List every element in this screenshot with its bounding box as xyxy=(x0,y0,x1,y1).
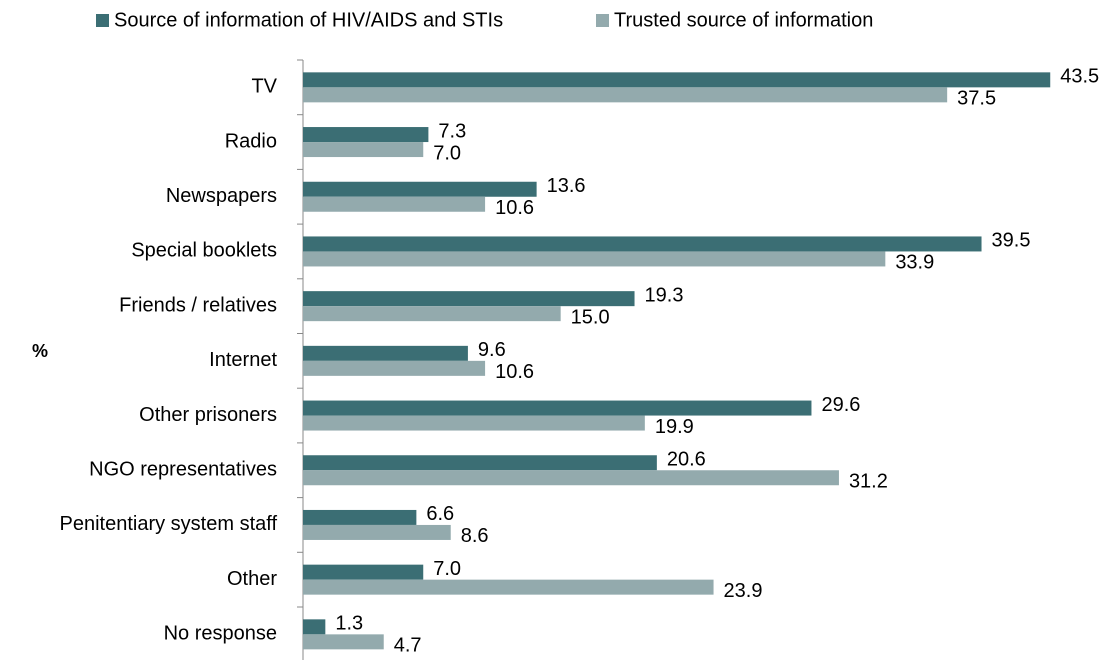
bar xyxy=(303,634,384,650)
category-label: Newspapers xyxy=(166,185,277,207)
bar xyxy=(303,236,982,252)
category-label: Other xyxy=(227,568,277,590)
bar xyxy=(303,400,812,416)
bar xyxy=(303,181,537,197)
bar xyxy=(303,470,839,486)
bar xyxy=(303,142,424,158)
value-label: 10.6 xyxy=(495,361,534,383)
value-label: 4.7 xyxy=(394,635,422,657)
bar xyxy=(303,72,1051,88)
legend-label: Source of information of HIV/AIDS and ST… xyxy=(114,9,503,31)
legend-swatch xyxy=(596,14,609,27)
bar xyxy=(303,524,451,540)
bar xyxy=(303,619,326,635)
value-label: 15.0 xyxy=(571,306,610,328)
category-label: Other prisoners xyxy=(139,404,277,426)
legend-swatch xyxy=(96,14,109,27)
value-label: 19.9 xyxy=(655,416,694,438)
category-label: Friends / relatives xyxy=(119,294,277,316)
category-label: Internet xyxy=(209,349,277,371)
bar xyxy=(303,345,468,361)
value-label: 1.3 xyxy=(335,613,363,635)
bar xyxy=(303,509,417,525)
bar xyxy=(303,579,714,595)
category-label: NGO representatives xyxy=(89,459,277,481)
category-label: Special booklets xyxy=(131,240,277,262)
bar xyxy=(303,196,486,212)
legend-label: Trusted source of information xyxy=(614,9,873,31)
value-label: 7.0 xyxy=(433,142,461,164)
value-label: 10.6 xyxy=(495,197,534,219)
value-label: 43.5 xyxy=(1060,66,1099,88)
value-label: 13.6 xyxy=(547,175,586,197)
value-label: 23.9 xyxy=(724,580,763,602)
bar xyxy=(303,127,429,143)
bar xyxy=(303,291,635,307)
bar xyxy=(303,251,886,267)
category-label: TV xyxy=(251,76,277,98)
bar xyxy=(303,306,561,322)
bar xyxy=(303,360,486,376)
value-label: 7.3 xyxy=(438,120,466,142)
axis-label: % xyxy=(32,341,48,361)
value-label: 6.6 xyxy=(426,503,454,525)
bar xyxy=(303,415,645,431)
category-label: No response xyxy=(164,623,277,645)
value-label: 37.5 xyxy=(957,88,996,110)
value-label: 31.2 xyxy=(849,471,888,493)
value-label: 19.3 xyxy=(645,284,684,306)
value-label: 29.6 xyxy=(821,394,860,416)
category-label: Penitentiary system staff xyxy=(60,513,278,535)
value-label: 9.6 xyxy=(478,339,506,361)
bar xyxy=(303,87,948,103)
value-label: 33.9 xyxy=(895,252,934,274)
value-label: 8.6 xyxy=(461,525,489,547)
bar xyxy=(303,564,424,580)
value-label: 7.0 xyxy=(433,558,461,580)
value-label: 39.5 xyxy=(992,230,1031,252)
value-label: 20.6 xyxy=(667,449,706,471)
bar xyxy=(303,455,657,471)
category-label: Radio xyxy=(225,130,277,152)
